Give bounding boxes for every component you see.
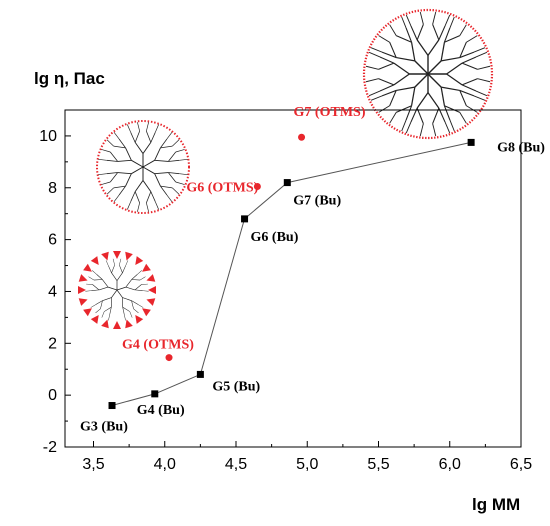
- y-tick-label: 10: [39, 128, 57, 145]
- terminal-group-marker: [78, 286, 86, 294]
- data-point-square: [151, 390, 159, 398]
- terminal-group-marker: [78, 298, 88, 306]
- data-label: G7 (Bu): [293, 194, 341, 209]
- terminal-group-marker: [78, 274, 88, 282]
- data-point-circle: [253, 182, 261, 190]
- data-point-circle: [298, 133, 306, 141]
- terminal-group-marker: [101, 251, 109, 261]
- x-tick-label: 3,5: [82, 456, 104, 473]
- y-tick-label: -2: [43, 439, 57, 456]
- terminal-group-marker: [83, 308, 92, 317]
- data-point-square: [108, 402, 116, 410]
- y-tick-label: 2: [48, 335, 57, 352]
- x-tick-label: 6,5: [510, 456, 532, 473]
- data-label: G8 (Bu): [497, 140, 545, 155]
- terminal-group-marker: [135, 256, 144, 265]
- terminal-group-marker: [125, 319, 133, 329]
- data-label: G5 (Bu): [212, 379, 260, 394]
- terminal-group-marker: [113, 321, 121, 329]
- terminal-group-marker: [142, 263, 151, 272]
- data-point-square: [196, 370, 204, 378]
- data-point-square: [241, 215, 249, 223]
- dendrimer-icon-g4: [78, 251, 156, 329]
- terminal-group-marker: [125, 251, 133, 261]
- terminal-group-marker: [148, 286, 156, 294]
- data-point-square: [467, 138, 475, 146]
- data-label: G6 (Bu): [251, 230, 299, 245]
- y-tick-label: 6: [48, 232, 57, 249]
- data-label: G7 (OTMS): [294, 105, 366, 120]
- data-point-circle: [165, 354, 173, 362]
- terminal-group-marker: [101, 319, 109, 329]
- terminal-group-marker: [135, 315, 144, 324]
- y-tick-label: 0: [48, 387, 57, 404]
- y-axis-title: lg η, Пас: [34, 69, 105, 88]
- x-tick-label: 4,0: [154, 456, 176, 473]
- terminal-group-marker: [83, 263, 92, 272]
- terminal-group-marker: [90, 256, 99, 265]
- plot-frame: [64, 109, 522, 448]
- terminal-group-marker: [142, 308, 151, 317]
- series-line: [111, 141, 472, 406]
- data-point-square: [283, 179, 291, 187]
- dendrimer-icon-g6: [95, 120, 191, 214]
- x-tick-label: 5,0: [296, 456, 318, 473]
- terminal-group-marker: [90, 315, 99, 324]
- dendrimer-icon-g8: [362, 8, 494, 140]
- x-tick-label: 5,5: [367, 456, 389, 473]
- data-label: G4 (Bu): [137, 403, 185, 418]
- x-tick-label: 6,0: [439, 456, 461, 473]
- y-tick-label: 4: [48, 283, 57, 300]
- y-axis: -2 0 2 4 6 8 10: [39, 128, 71, 456]
- x-axis-title: lg MM: [472, 495, 520, 514]
- y-tick-label: 8: [48, 180, 57, 197]
- terminal-group-marker: [146, 274, 156, 282]
- data-label: G4 (OTMS): [122, 338, 194, 353]
- x-tick-label: 4,5: [225, 456, 247, 473]
- terminal-group-marker: [113, 251, 121, 259]
- terminal-group-marker: [146, 298, 156, 306]
- data-label: G3 (Bu): [80, 420, 128, 435]
- series-layer: G3 (Bu) G4 (Bu) G5 (Bu) G6 (Bu) G7 (Bu) G8 (B…: [80, 105, 545, 434]
- data-label: G6 (OTMS): [186, 180, 258, 195]
- x-axis: 3,5 4,0 4,5 5,0 5,5 6,0 6,5: [82, 441, 532, 473]
